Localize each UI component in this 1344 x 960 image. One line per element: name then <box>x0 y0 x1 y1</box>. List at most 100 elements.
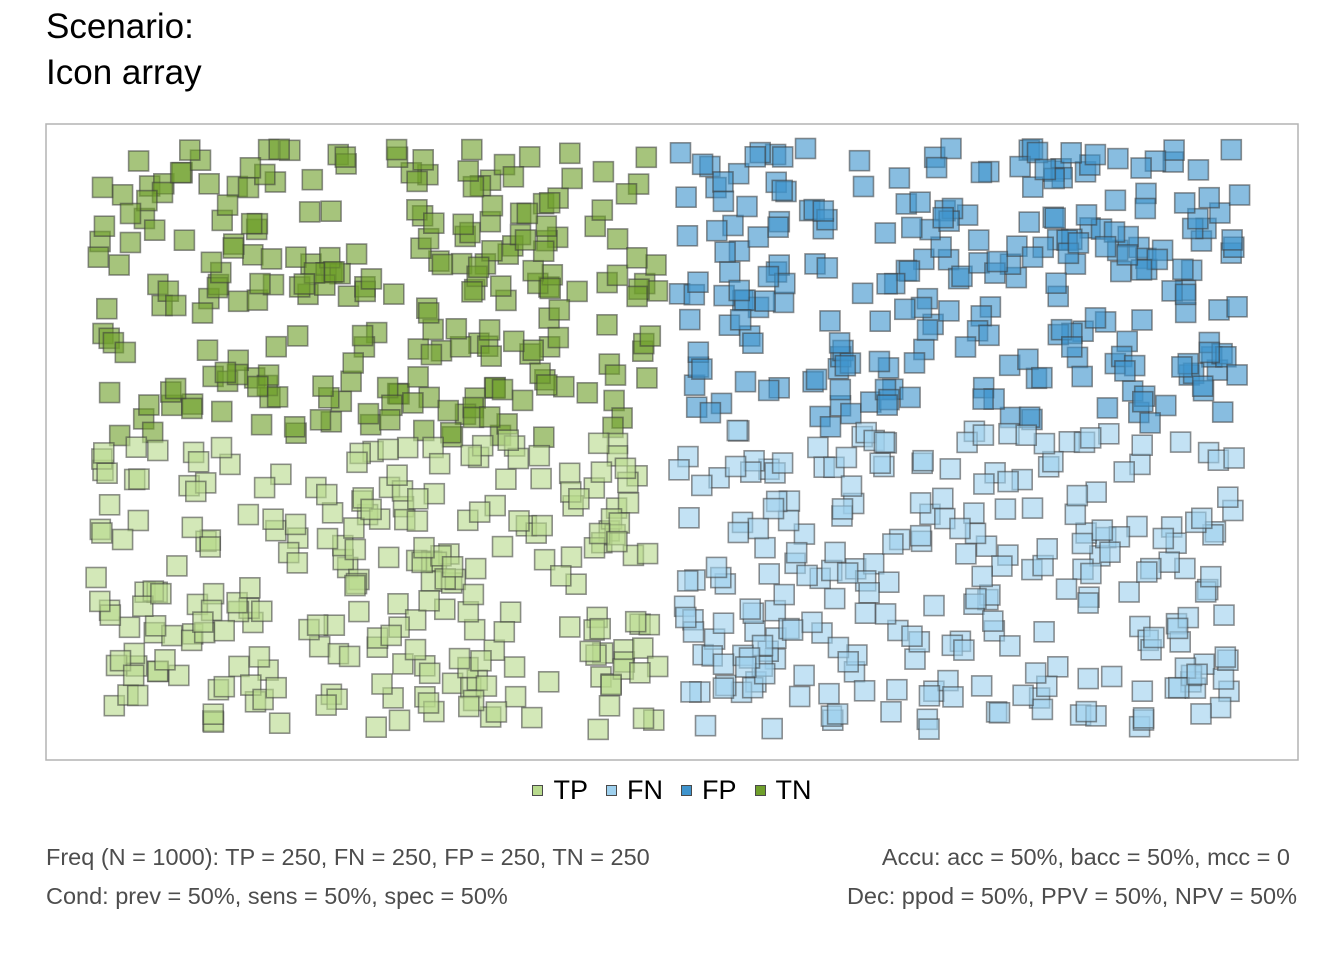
icon-fn <box>1033 432 1056 455</box>
icon-fn <box>836 562 859 584</box>
icon-tn <box>265 335 288 358</box>
icon-fp <box>712 190 735 213</box>
icon-tp <box>508 510 530 532</box>
icon-fp <box>734 370 757 393</box>
icon-fn <box>1212 668 1235 690</box>
icon-tp <box>187 450 210 473</box>
icon-fp <box>1155 394 1177 417</box>
icon-tp <box>632 707 655 730</box>
icon-fn <box>1064 503 1087 526</box>
icon-tp <box>144 614 167 637</box>
icon-tp <box>251 600 273 623</box>
legend-item-fn: FN <box>606 775 663 806</box>
icon-tp <box>348 600 370 623</box>
icon-fp <box>678 308 701 331</box>
icon-tp <box>248 646 271 668</box>
icon-tp <box>600 674 622 696</box>
icon-fp <box>742 332 764 355</box>
icon-fp <box>772 291 795 314</box>
icon-tp <box>560 546 583 568</box>
icon-tn <box>198 173 220 195</box>
icon-fn <box>747 517 770 540</box>
icon-tn <box>412 149 435 171</box>
icon-tn <box>211 400 233 423</box>
icon-fp <box>819 310 841 332</box>
icon-fp <box>1034 158 1057 181</box>
icon-fp <box>691 358 713 380</box>
icon-fp <box>1172 258 1194 281</box>
icon-fn <box>869 452 892 475</box>
icon-fp <box>1208 299 1230 321</box>
icon-fp <box>1084 307 1107 329</box>
icon-fn <box>1136 561 1158 583</box>
icon-fn <box>1066 484 1089 507</box>
icon-fp <box>874 222 897 244</box>
icon-tp <box>118 616 141 639</box>
icon-tn <box>114 341 137 364</box>
icon-tp <box>284 513 307 536</box>
icon-fp <box>1075 204 1098 226</box>
icon-fp <box>669 142 692 164</box>
icon-tp <box>377 546 400 569</box>
icon-fp <box>868 350 891 373</box>
icon-tn <box>636 367 658 389</box>
icon-tn <box>260 248 283 270</box>
icon-tn <box>645 254 667 276</box>
icon-tp <box>338 645 361 668</box>
icon-tn <box>334 146 357 168</box>
icon-tn <box>592 160 615 183</box>
icon-tp <box>579 640 602 663</box>
icon-fp <box>757 265 780 288</box>
icon-tn <box>111 184 134 206</box>
icon-tn <box>547 326 570 349</box>
icon-fn <box>705 556 728 579</box>
icon-fn <box>882 533 904 555</box>
icon-fn <box>826 703 849 725</box>
icon-fn <box>726 419 749 442</box>
icon-tn <box>108 254 130 276</box>
icon-fp <box>1220 138 1243 161</box>
icon-tn <box>138 394 160 416</box>
icon-tn <box>422 212 445 234</box>
icon-tp <box>228 655 250 678</box>
icon-fp <box>1107 147 1129 170</box>
icon-tp <box>413 536 435 559</box>
icon-tn <box>460 138 483 161</box>
summary-cond: Cond: prev = 50%, sens = 50%, spec = 50% <box>46 883 508 909</box>
icon-tp <box>462 583 485 606</box>
icon-fn <box>873 431 896 454</box>
icon-fn <box>971 565 994 588</box>
icon-fp <box>869 310 892 333</box>
icon-tn <box>286 325 309 347</box>
icon-fp <box>767 216 789 238</box>
icon-fp <box>986 250 1009 273</box>
icon-fn <box>818 682 840 705</box>
legend-label-fn: FN <box>627 774 663 805</box>
icon-fn <box>1077 592 1099 614</box>
icon-fn <box>981 610 1004 632</box>
icon-fn <box>909 492 932 514</box>
icon-fp <box>978 324 1000 347</box>
icon-tp <box>468 501 491 523</box>
icon-fp <box>1211 401 1234 423</box>
icon-tn <box>489 275 512 297</box>
icon-fp <box>1226 295 1248 318</box>
icon-fp <box>805 368 828 391</box>
icon-fp <box>676 225 699 247</box>
icon-tn <box>591 199 614 221</box>
legend-item-fp: FP <box>681 775 737 806</box>
icon-tn <box>342 352 365 374</box>
icon-tp <box>132 595 154 618</box>
icon-fp <box>888 167 911 189</box>
icon-fp <box>754 290 776 312</box>
icon-fn <box>853 679 876 702</box>
icon-tn <box>539 277 562 300</box>
icon-tp <box>85 566 107 589</box>
icon-fn <box>1118 581 1140 603</box>
icon-fn <box>988 701 1011 724</box>
icon-tn <box>242 244 264 266</box>
icon-fn <box>840 475 863 497</box>
legend-swatch-tp <box>532 784 544 796</box>
icon-fp <box>1139 412 1161 434</box>
icon-fp <box>718 261 741 283</box>
